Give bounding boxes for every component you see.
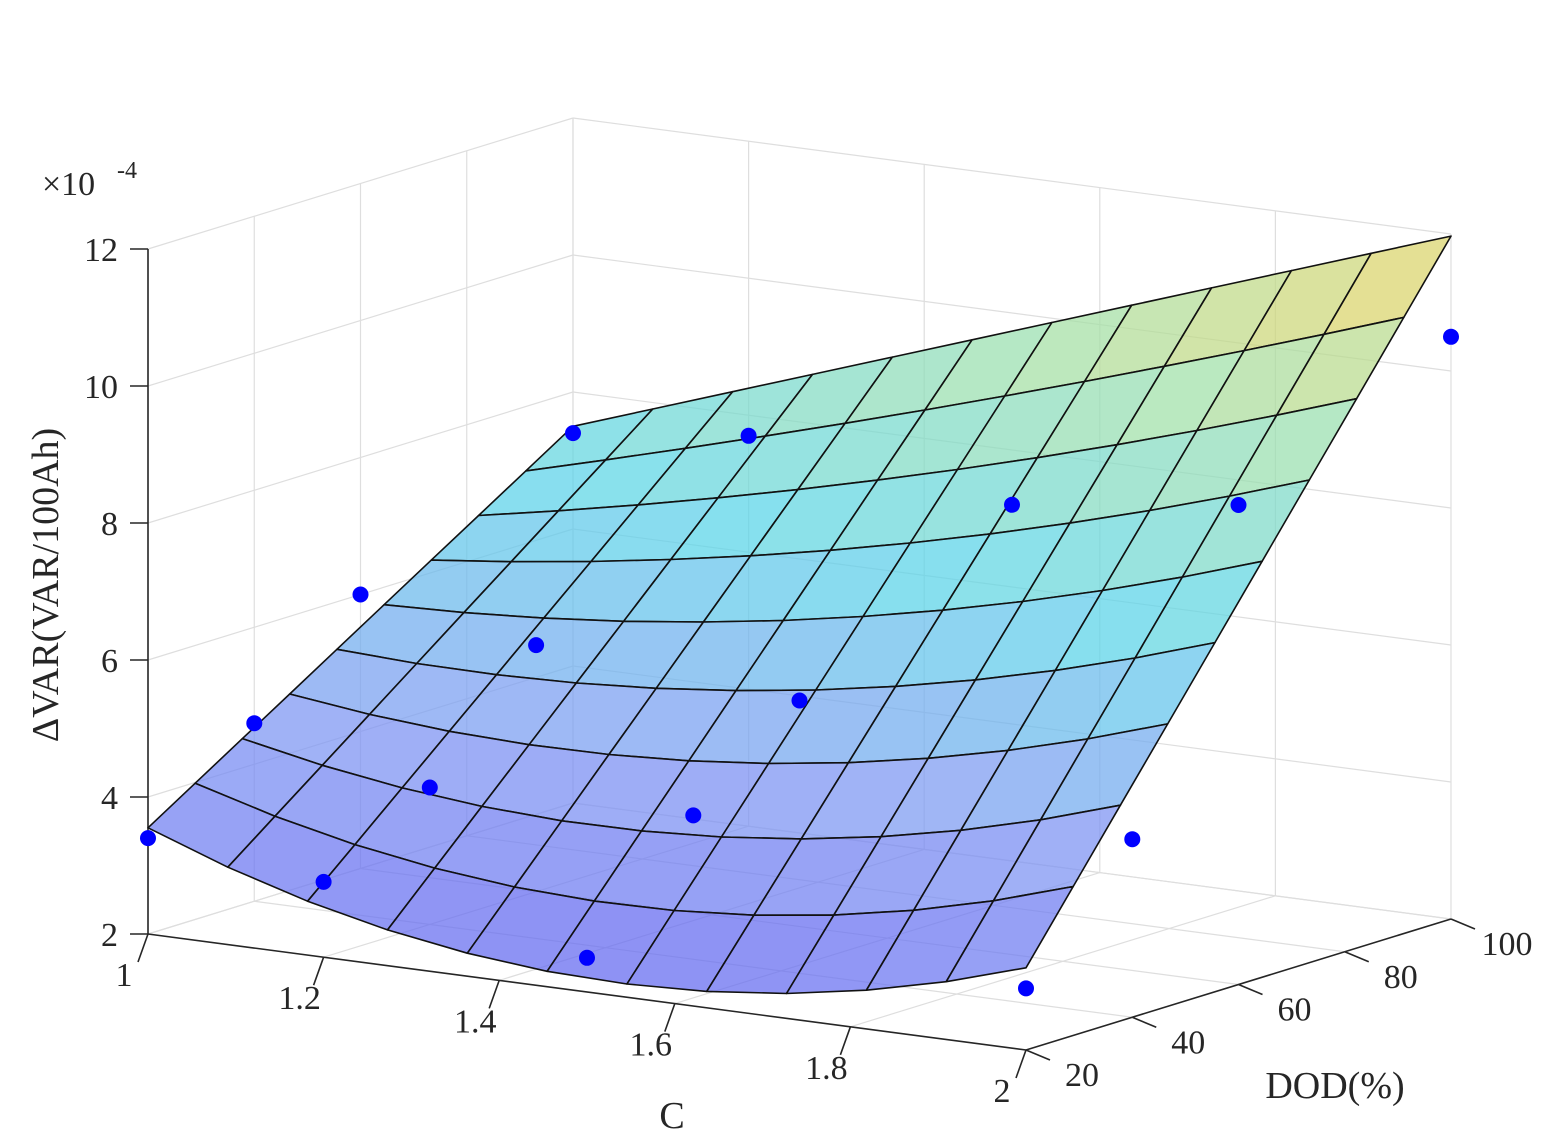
x-tick-label: 1.2 — [278, 980, 321, 1017]
y-tick-mark — [1238, 983, 1263, 996]
y-axis-label: DOD(%) — [1265, 1065, 1404, 1107]
z-exponent-power: -4 — [117, 158, 137, 184]
grid-line — [147, 254, 574, 387]
x-tick-label: 1 — [116, 957, 133, 994]
x-tick-label: 1.6 — [630, 1027, 673, 1064]
y-tick-label: 20 — [1065, 1057, 1099, 1094]
data-point — [352, 586, 369, 603]
y-tick-mark — [1450, 918, 1476, 930]
z-tick-label: 8 — [101, 506, 118, 543]
y-tick-mark — [1025, 1049, 1051, 1061]
scatter-points — [140, 328, 1459, 997]
data-point — [1004, 496, 1020, 513]
z-exponent-base: ×10 — [42, 166, 95, 203]
data-point — [1230, 497, 1247, 513]
y-tick-mark — [1344, 951, 1370, 963]
x-tick-label: 1.4 — [454, 1003, 497, 1040]
z-exponent: ×10 -4 — [42, 158, 137, 203]
z-tick-label: 6 — [101, 643, 118, 680]
surface-mesh — [147, 235, 1452, 995]
x-tick-mark — [137, 933, 149, 963]
data-point — [579, 949, 595, 966]
y-tick-label: 40 — [1171, 1024, 1205, 1061]
grid-line — [572, 117, 1452, 235]
y-tick-label: 80 — [1384, 959, 1418, 996]
x-axis-line — [147, 933, 1027, 1051]
data-point — [565, 425, 581, 442]
data-point — [315, 873, 332, 890]
z-tick-label: 12 — [84, 232, 118, 269]
data-point — [421, 779, 438, 796]
z-tick-label: 4 — [101, 780, 118, 817]
x-tick-mark — [488, 980, 500, 1009]
y-tick-label: 100 — [1482, 926, 1533, 963]
data-point — [246, 715, 263, 732]
y-tick-label: 60 — [1278, 992, 1312, 1029]
x-tick-mark — [312, 956, 325, 986]
grid-line — [147, 391, 574, 524]
data-point — [1443, 328, 1459, 345]
x-tick-label: 2 — [994, 1073, 1011, 1110]
y-tick-mark — [1131, 1016, 1157, 1028]
data-point — [740, 427, 757, 444]
z-tick-label: 2 — [101, 917, 118, 954]
data-point — [791, 692, 808, 709]
x-tick-mark — [1015, 1049, 1027, 1079]
axes — [130, 248, 1476, 1079]
surface-patch — [945, 885, 1074, 983]
data-point — [528, 637, 545, 654]
data-point — [1124, 831, 1141, 848]
x-tick-mark — [664, 1003, 676, 1032]
data-point — [1018, 980, 1034, 997]
x-tick-label: 1.8 — [805, 1050, 848, 1087]
data-point — [685, 807, 702, 824]
z-tick-label: 10 — [84, 369, 118, 406]
tick-labels: 1 1.2 1.4 1.6 1.8 2 20 40 60 80 100 2 4 6 8 10 12 — [84, 232, 1533, 1110]
grid-line — [147, 117, 574, 250]
x-axis-label: C — [659, 1095, 684, 1137]
x-tick-mark — [839, 1026, 852, 1056]
z-axis-label: ΔVAR(VAR/100Ah) — [25, 428, 67, 742]
data-point — [140, 830, 156, 847]
